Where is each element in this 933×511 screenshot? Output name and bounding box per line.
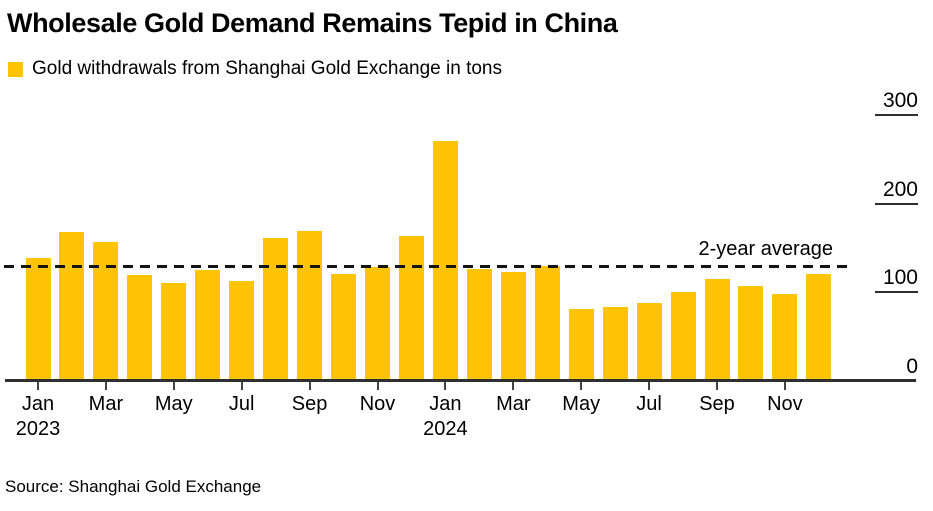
legend: Gold withdrawals from Shanghai Gold Exch… xyxy=(8,58,502,80)
x-axis-year-label-2023: 2023 xyxy=(15,418,61,440)
x-axis-tick-6 xyxy=(444,382,447,390)
bar-may-2024 xyxy=(568,309,594,381)
bar-mar-2023 xyxy=(93,241,119,381)
x-axis-tick-3 xyxy=(240,382,243,390)
bar-jun-2023 xyxy=(195,270,221,381)
x-axis-tick-8 xyxy=(580,382,583,390)
chart-title: Wholesale Gold Demand Remains Tepid in C… xyxy=(7,8,618,38)
x-axis-label-sep-10: Sep xyxy=(699,393,735,415)
y-axis-label-100: 100 xyxy=(882,266,918,290)
average-line-label: 2-year average xyxy=(698,237,833,260)
x-axis-tick-7 xyxy=(512,382,515,390)
x-axis-label-nov-5: Nov xyxy=(359,393,396,415)
x-axis-tick-0 xyxy=(37,382,39,390)
x-axis-label-may-2: May xyxy=(154,393,193,415)
bar-sep-2024 xyxy=(704,279,730,381)
x-axis-tick-5 xyxy=(376,382,379,390)
bar-aug-2024 xyxy=(670,292,696,381)
x-axis-tick-11 xyxy=(783,382,786,390)
bar-aug-2023 xyxy=(263,238,289,381)
bar-apr-2024 xyxy=(534,265,560,381)
x-axis-tick-9 xyxy=(648,382,651,390)
legend-swatch-icon xyxy=(8,61,23,77)
x-axis-label-jul-3: Jul xyxy=(228,393,255,415)
x-axis-tick-10 xyxy=(716,382,718,390)
bar-jul-2023 xyxy=(229,280,255,381)
y-axis-label-300: 300 xyxy=(882,89,918,112)
bar-feb-2023 xyxy=(59,232,85,381)
y-axis-tick-100 xyxy=(875,291,918,294)
x-axis-label-sep-4: Sep xyxy=(291,393,328,415)
x-axis-baseline xyxy=(5,379,916,382)
x-axis-tick-2 xyxy=(172,382,175,390)
bar-jul-2024 xyxy=(636,302,662,381)
bar-dec-2024 xyxy=(806,273,832,381)
x-axis-tick-4 xyxy=(308,382,311,390)
x-axis-label-jan-6: Jan xyxy=(429,393,462,415)
x-axis-label-jan-0: Jan xyxy=(21,393,55,415)
bar-jan-2024 xyxy=(432,140,458,381)
x-axis-label-may-8: May xyxy=(562,393,601,415)
bar-mar-2024 xyxy=(500,271,526,381)
y-axis-label-200: 200 xyxy=(882,177,918,201)
x-axis-tick-1 xyxy=(104,382,107,390)
x-axis-label-jul-9: Jul xyxy=(636,393,662,415)
source-text: Source: Shanghai Gold Exchange xyxy=(5,477,262,496)
bar-dec-2023 xyxy=(398,236,424,381)
bar-jun-2024 xyxy=(602,306,628,381)
x-axis-label-mar-1: Mar xyxy=(88,393,124,415)
y-axis-tick-300 xyxy=(875,114,918,116)
y-axis-tick-200 xyxy=(875,202,918,205)
legend-label: Gold withdrawals from Shanghai Gold Exch… xyxy=(32,58,502,79)
y-axis-label-0: 0 xyxy=(906,355,918,378)
bar-jan-2023 xyxy=(25,257,51,381)
bar-nov-2024 xyxy=(772,294,798,381)
bar-nov-2023 xyxy=(365,266,390,381)
x-axis-label-mar-7: Mar xyxy=(496,393,531,415)
bar-sep-2023 xyxy=(297,231,323,381)
bar-apr-2023 xyxy=(127,274,153,381)
bar-may-2023 xyxy=(161,282,187,381)
bar-oct-2023 xyxy=(331,273,357,381)
x-axis-label-nov-11: Nov xyxy=(767,393,803,415)
x-axis-year-label-2024: 2024 xyxy=(423,418,468,440)
bar-oct-2024 xyxy=(738,286,764,381)
average-line xyxy=(4,264,854,268)
bar-feb-2024 xyxy=(466,269,492,381)
